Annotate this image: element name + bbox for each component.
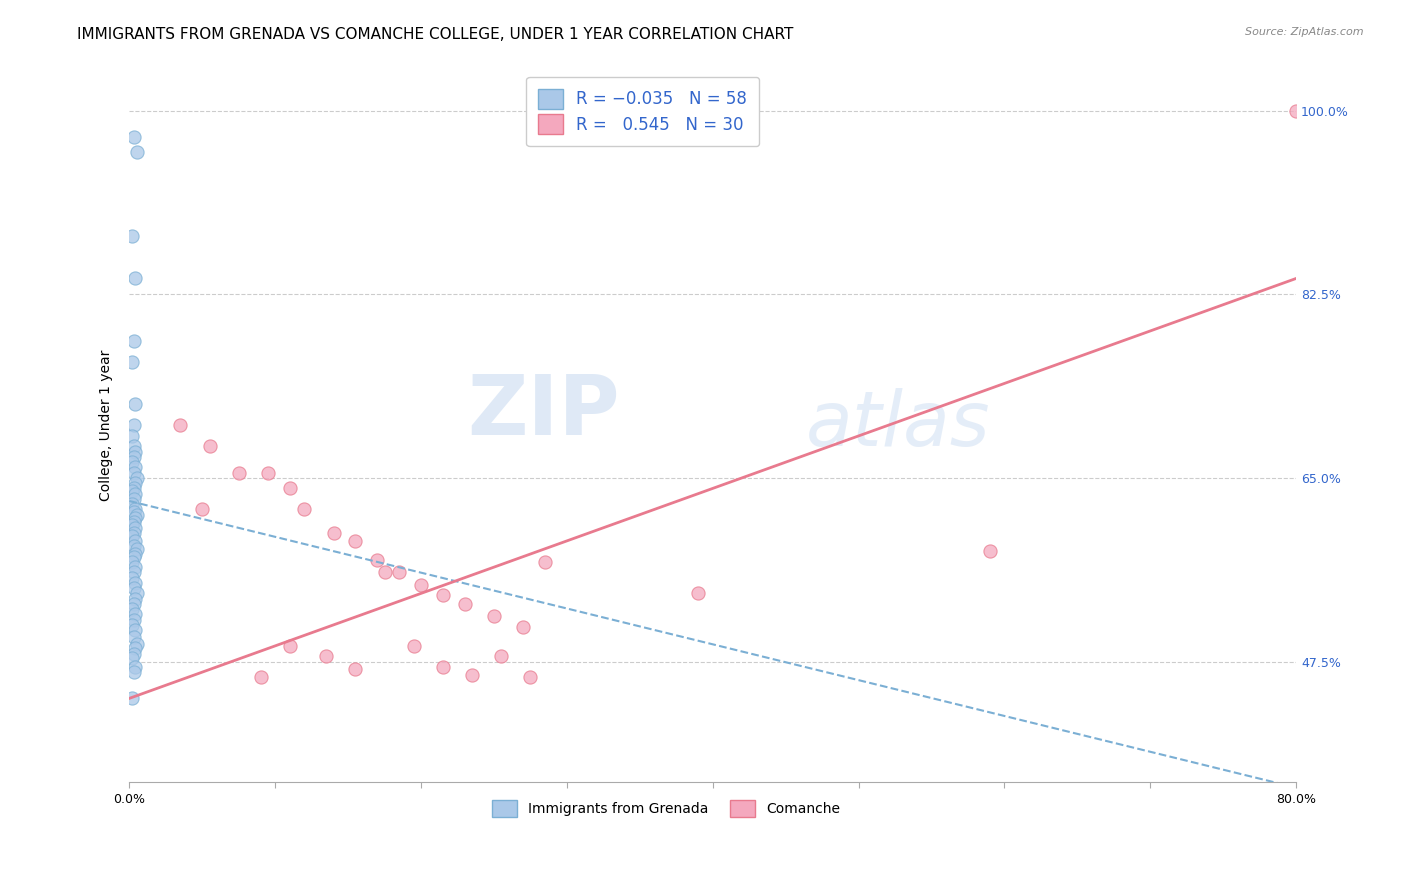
Point	[124, 271, 146, 285]
Point	[519, 670, 541, 684]
Point	[979, 544, 1001, 558]
Point	[249, 670, 271, 684]
Point	[122, 539, 145, 553]
Point	[124, 660, 146, 674]
Point	[121, 229, 143, 244]
Point	[122, 549, 145, 564]
Point	[121, 355, 143, 369]
Point	[125, 508, 148, 522]
Text: IMMIGRANTS FROM GRENADA VS COMANCHE COLLEGE, UNDER 1 YEAR CORRELATION CHART: IMMIGRANTS FROM GRENADA VS COMANCHE COLL…	[77, 27, 794, 42]
Point	[121, 691, 143, 706]
Point	[122, 482, 145, 496]
Point	[122, 515, 145, 529]
Point	[122, 631, 145, 645]
Point	[121, 497, 143, 511]
Legend: Immigrants from Grenada, Comanche: Immigrants from Grenada, Comanche	[484, 792, 848, 825]
Text: Source: ZipAtlas.com: Source: ZipAtlas.com	[1246, 27, 1364, 37]
Point	[534, 555, 557, 569]
Point	[124, 460, 146, 475]
Point	[122, 566, 145, 580]
Point	[122, 525, 145, 540]
Point	[121, 529, 143, 543]
Point	[122, 647, 145, 661]
Point	[124, 521, 146, 535]
Point	[278, 482, 301, 496]
Point	[122, 491, 145, 506]
Point	[125, 471, 148, 485]
Point	[432, 660, 454, 674]
Point	[122, 466, 145, 480]
Point	[122, 334, 145, 349]
Text: atlas: atlas	[806, 388, 991, 462]
Point	[402, 639, 425, 653]
Point	[292, 502, 315, 516]
Point	[122, 439, 145, 453]
Point	[121, 555, 143, 569]
Point	[125, 637, 148, 651]
Point	[489, 649, 512, 664]
Point	[124, 511, 146, 525]
Point	[124, 444, 146, 458]
Point	[124, 486, 146, 500]
Point	[122, 450, 145, 464]
Point	[124, 591, 146, 606]
Point	[461, 668, 484, 682]
Point	[125, 542, 148, 557]
Point	[122, 597, 145, 611]
Point	[121, 518, 143, 533]
Point	[121, 602, 143, 616]
Point	[124, 397, 146, 411]
Point	[512, 620, 534, 634]
Point	[432, 589, 454, 603]
Point	[124, 575, 146, 590]
Point	[124, 560, 146, 574]
Point	[124, 640, 146, 655]
Point	[454, 597, 477, 611]
Point	[124, 502, 146, 516]
Point	[124, 607, 146, 622]
Point	[344, 662, 367, 676]
Point	[228, 466, 250, 480]
Point	[121, 651, 143, 665]
Point	[1285, 103, 1308, 118]
Point	[121, 618, 143, 632]
Point	[121, 455, 143, 469]
Point	[322, 525, 344, 540]
Point	[125, 145, 148, 160]
Y-axis label: College, Under 1 year: College, Under 1 year	[100, 350, 114, 501]
Point	[122, 504, 145, 518]
Point	[344, 533, 367, 548]
Point	[121, 571, 143, 585]
Point	[688, 586, 710, 600]
Point	[257, 466, 280, 480]
Point	[198, 439, 221, 453]
Point	[124, 476, 146, 491]
Point	[374, 566, 396, 580]
Point	[122, 129, 145, 144]
Point	[482, 609, 505, 624]
Point	[121, 429, 143, 443]
Point	[121, 483, 143, 498]
Point	[315, 649, 337, 664]
Point	[122, 581, 145, 595]
Point	[366, 553, 388, 567]
Point	[388, 566, 411, 580]
Point	[124, 533, 146, 548]
Point	[122, 665, 145, 680]
Text: ZIP: ZIP	[467, 371, 620, 451]
Point	[124, 547, 146, 561]
Point	[122, 418, 145, 433]
Point	[125, 586, 148, 600]
Point	[191, 502, 214, 516]
Point	[124, 623, 146, 637]
Point	[169, 418, 191, 433]
Point	[278, 639, 301, 653]
Point	[122, 613, 145, 627]
Point	[409, 578, 432, 592]
